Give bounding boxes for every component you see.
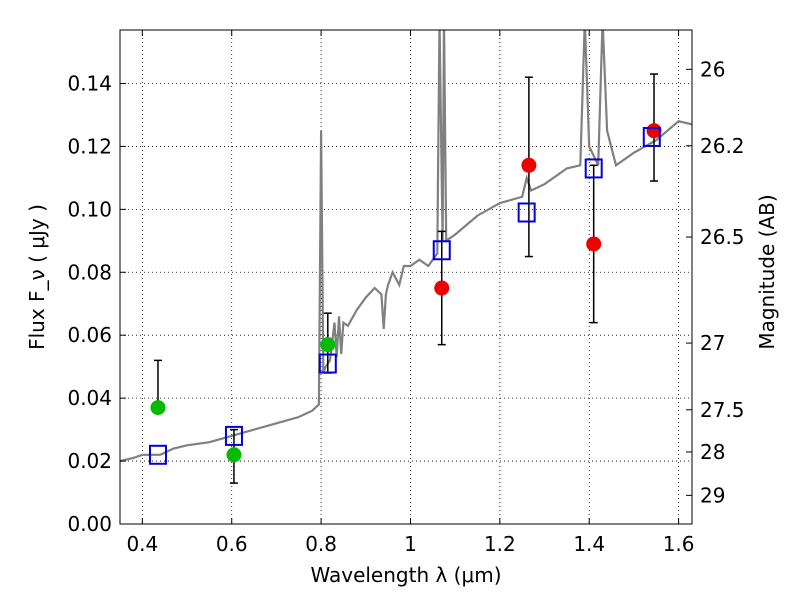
y-tick-label: 0.08 — [67, 260, 112, 284]
series — [120, 30, 692, 484]
model-square — [517, 202, 536, 223]
labels: 0.4 0.6 0.8 1 1.2 1.4 1.6 0.00 0.02 0.04 0.06 0.08 0… — [25, 57, 779, 587]
data-point — [150, 400, 166, 416]
model-square — [642, 126, 661, 147]
right-tick-label: 27.5 — [700, 398, 745, 422]
x-tick-label: 1 — [404, 532, 417, 556]
right-tick-label: 26.5 — [700, 225, 745, 249]
x-tick-label: 0.4 — [126, 532, 158, 556]
right-tick-label: 28 — [700, 440, 725, 464]
y-tick-label: 0.02 — [67, 449, 112, 473]
data-point — [226, 447, 242, 463]
x-tick-label: 0.8 — [305, 532, 337, 556]
right-tick-label: 27 — [700, 331, 725, 355]
model-square — [584, 158, 603, 179]
x-tick-label: 1.6 — [663, 532, 695, 556]
plot-frame — [119, 29, 693, 525]
x-tick-label: 0.6 — [216, 532, 248, 556]
y-axis-label: Flux F_ν ( μJy ) — [25, 204, 49, 350]
data-point — [586, 236, 602, 252]
model-square — [318, 353, 337, 374]
right-tick-label: 26 — [700, 57, 725, 81]
model-square — [148, 444, 167, 465]
data-point — [646, 123, 662, 139]
x-tick-label: 1.4 — [573, 532, 605, 556]
y-tick-label: 0.00 — [67, 512, 112, 536]
y-tick-label: 0.12 — [67, 134, 112, 158]
x-axis-label: Wavelength λ (μm) — [310, 563, 501, 587]
y-tick-label: 0.14 — [67, 71, 112, 95]
data-point — [434, 280, 450, 296]
data-point — [521, 157, 537, 173]
y-tick-label: 0.06 — [67, 323, 112, 347]
right-tick-label: 29 — [700, 483, 725, 507]
data-point — [320, 337, 336, 353]
y-axis-label-right: Magnitude (AB) — [755, 194, 779, 349]
x-tick-label: 1.2 — [484, 532, 516, 556]
spectrum-line — [120, 30, 692, 463]
model-square — [224, 425, 243, 446]
y-tick-label: 0.10 — [67, 197, 112, 221]
right-tick-label: 26.2 — [700, 134, 745, 158]
model-square — [432, 240, 451, 261]
ticks — [120, 30, 692, 525]
y-tick-label: 0.04 — [67, 386, 112, 410]
